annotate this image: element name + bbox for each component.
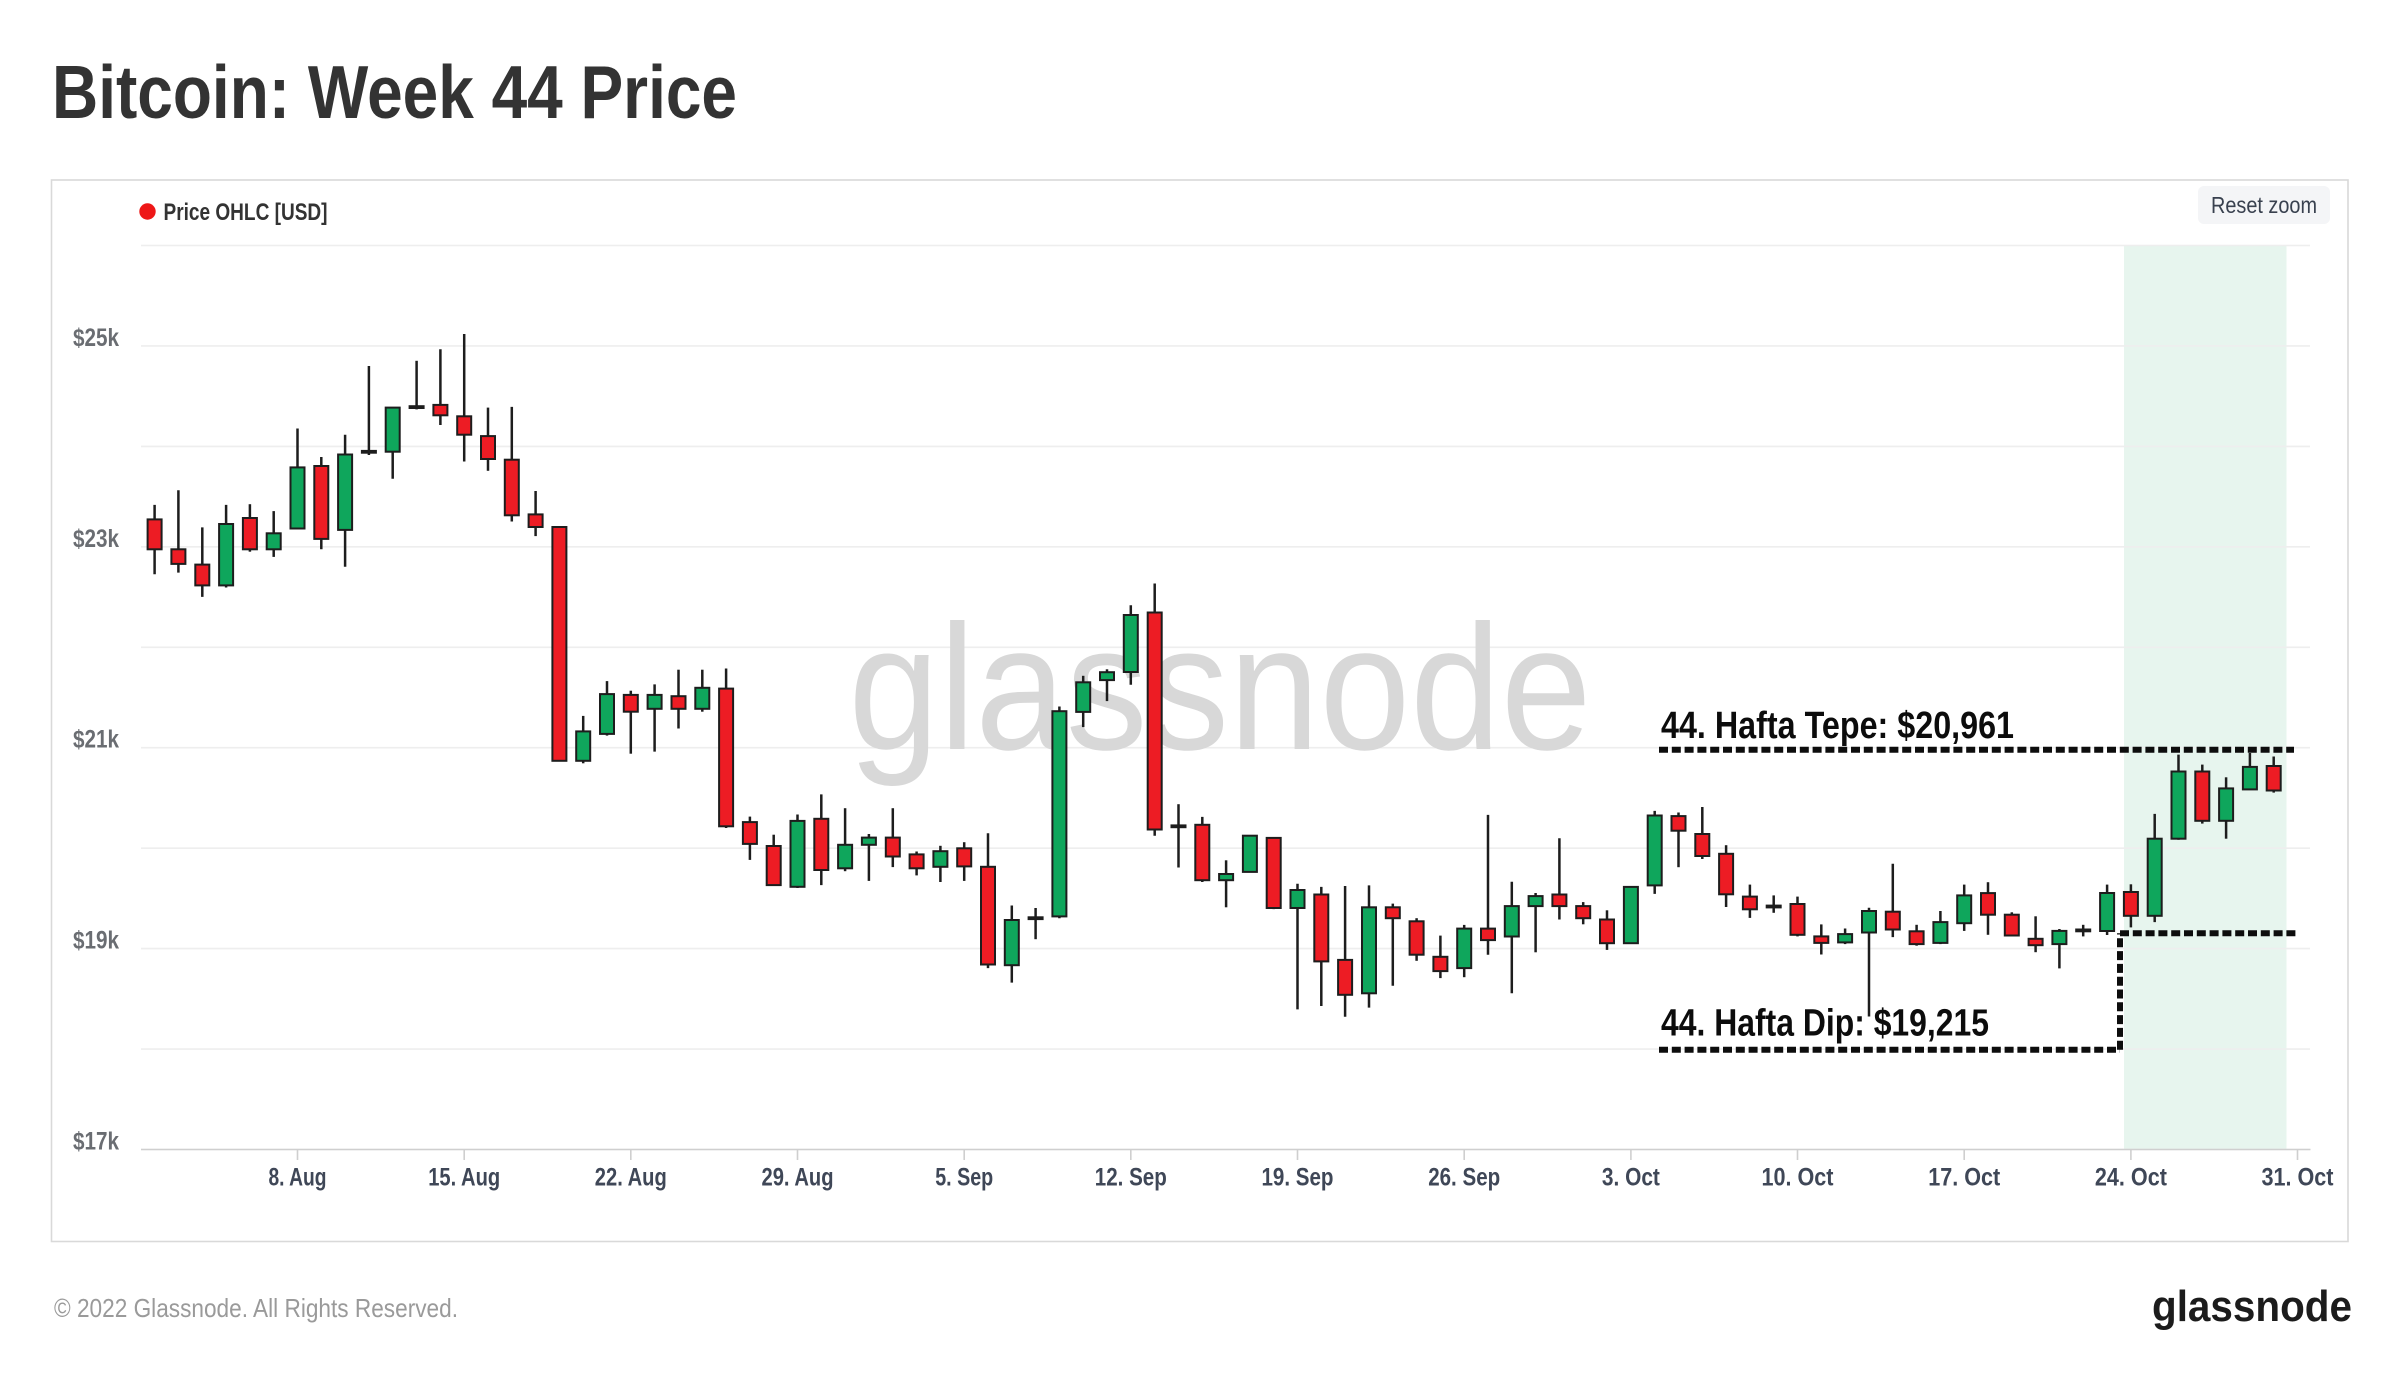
svg-text:$25k: $25k	[73, 324, 119, 352]
svg-text:$21k: $21k	[73, 726, 119, 754]
svg-text:5. Sep: 5. Sep	[935, 1164, 993, 1192]
svg-text:Price OHLC [USD]: Price OHLC [USD]	[164, 199, 328, 226]
svg-text:Bitcoin: Week 44 Price: Bitcoin: Week 44 Price	[52, 50, 737, 134]
svg-text:17. Oct: 17. Oct	[1928, 1164, 2001, 1192]
svg-text:24. Oct: 24. Oct	[2095, 1164, 2168, 1192]
svg-text:3. Oct: 3. Oct	[1602, 1164, 1661, 1192]
svg-text:26. Sep: 26. Sep	[1428, 1164, 1500, 1192]
svg-text:15. Aug: 15. Aug	[428, 1164, 500, 1192]
svg-text:44. Hafta Tepe: $20,961: 44. Hafta Tepe: $20,961	[1661, 705, 2014, 747]
svg-text:19. Sep: 19. Sep	[1262, 1164, 1334, 1192]
svg-text:8. Aug: 8. Aug	[269, 1164, 327, 1192]
svg-text:44. Hafta Dip: $19,215: 44. Hafta Dip: $19,215	[1661, 1003, 1989, 1045]
svg-text:$19k: $19k	[73, 927, 119, 955]
svg-text:$17k: $17k	[73, 1128, 119, 1156]
svg-text:29. Aug: 29. Aug	[762, 1164, 834, 1192]
svg-text:glassnode: glassnode	[2152, 1282, 2352, 1331]
svg-text:12. Sep: 12. Sep	[1095, 1164, 1167, 1192]
svg-text:10. Oct: 10. Oct	[1762, 1164, 1835, 1192]
svg-text:22. Aug: 22. Aug	[595, 1164, 667, 1192]
svg-text:© 2022 Glassnode. All Rights R: © 2022 Glassnode. All Rights Reserved.	[54, 1293, 458, 1323]
svg-text:glassnode: glassnode	[849, 588, 1592, 787]
svg-text:Reset zoom: Reset zoom	[2211, 192, 2317, 218]
svg-text:$23k: $23k	[73, 525, 119, 553]
svg-text:31. Oct: 31. Oct	[2262, 1164, 2335, 1192]
